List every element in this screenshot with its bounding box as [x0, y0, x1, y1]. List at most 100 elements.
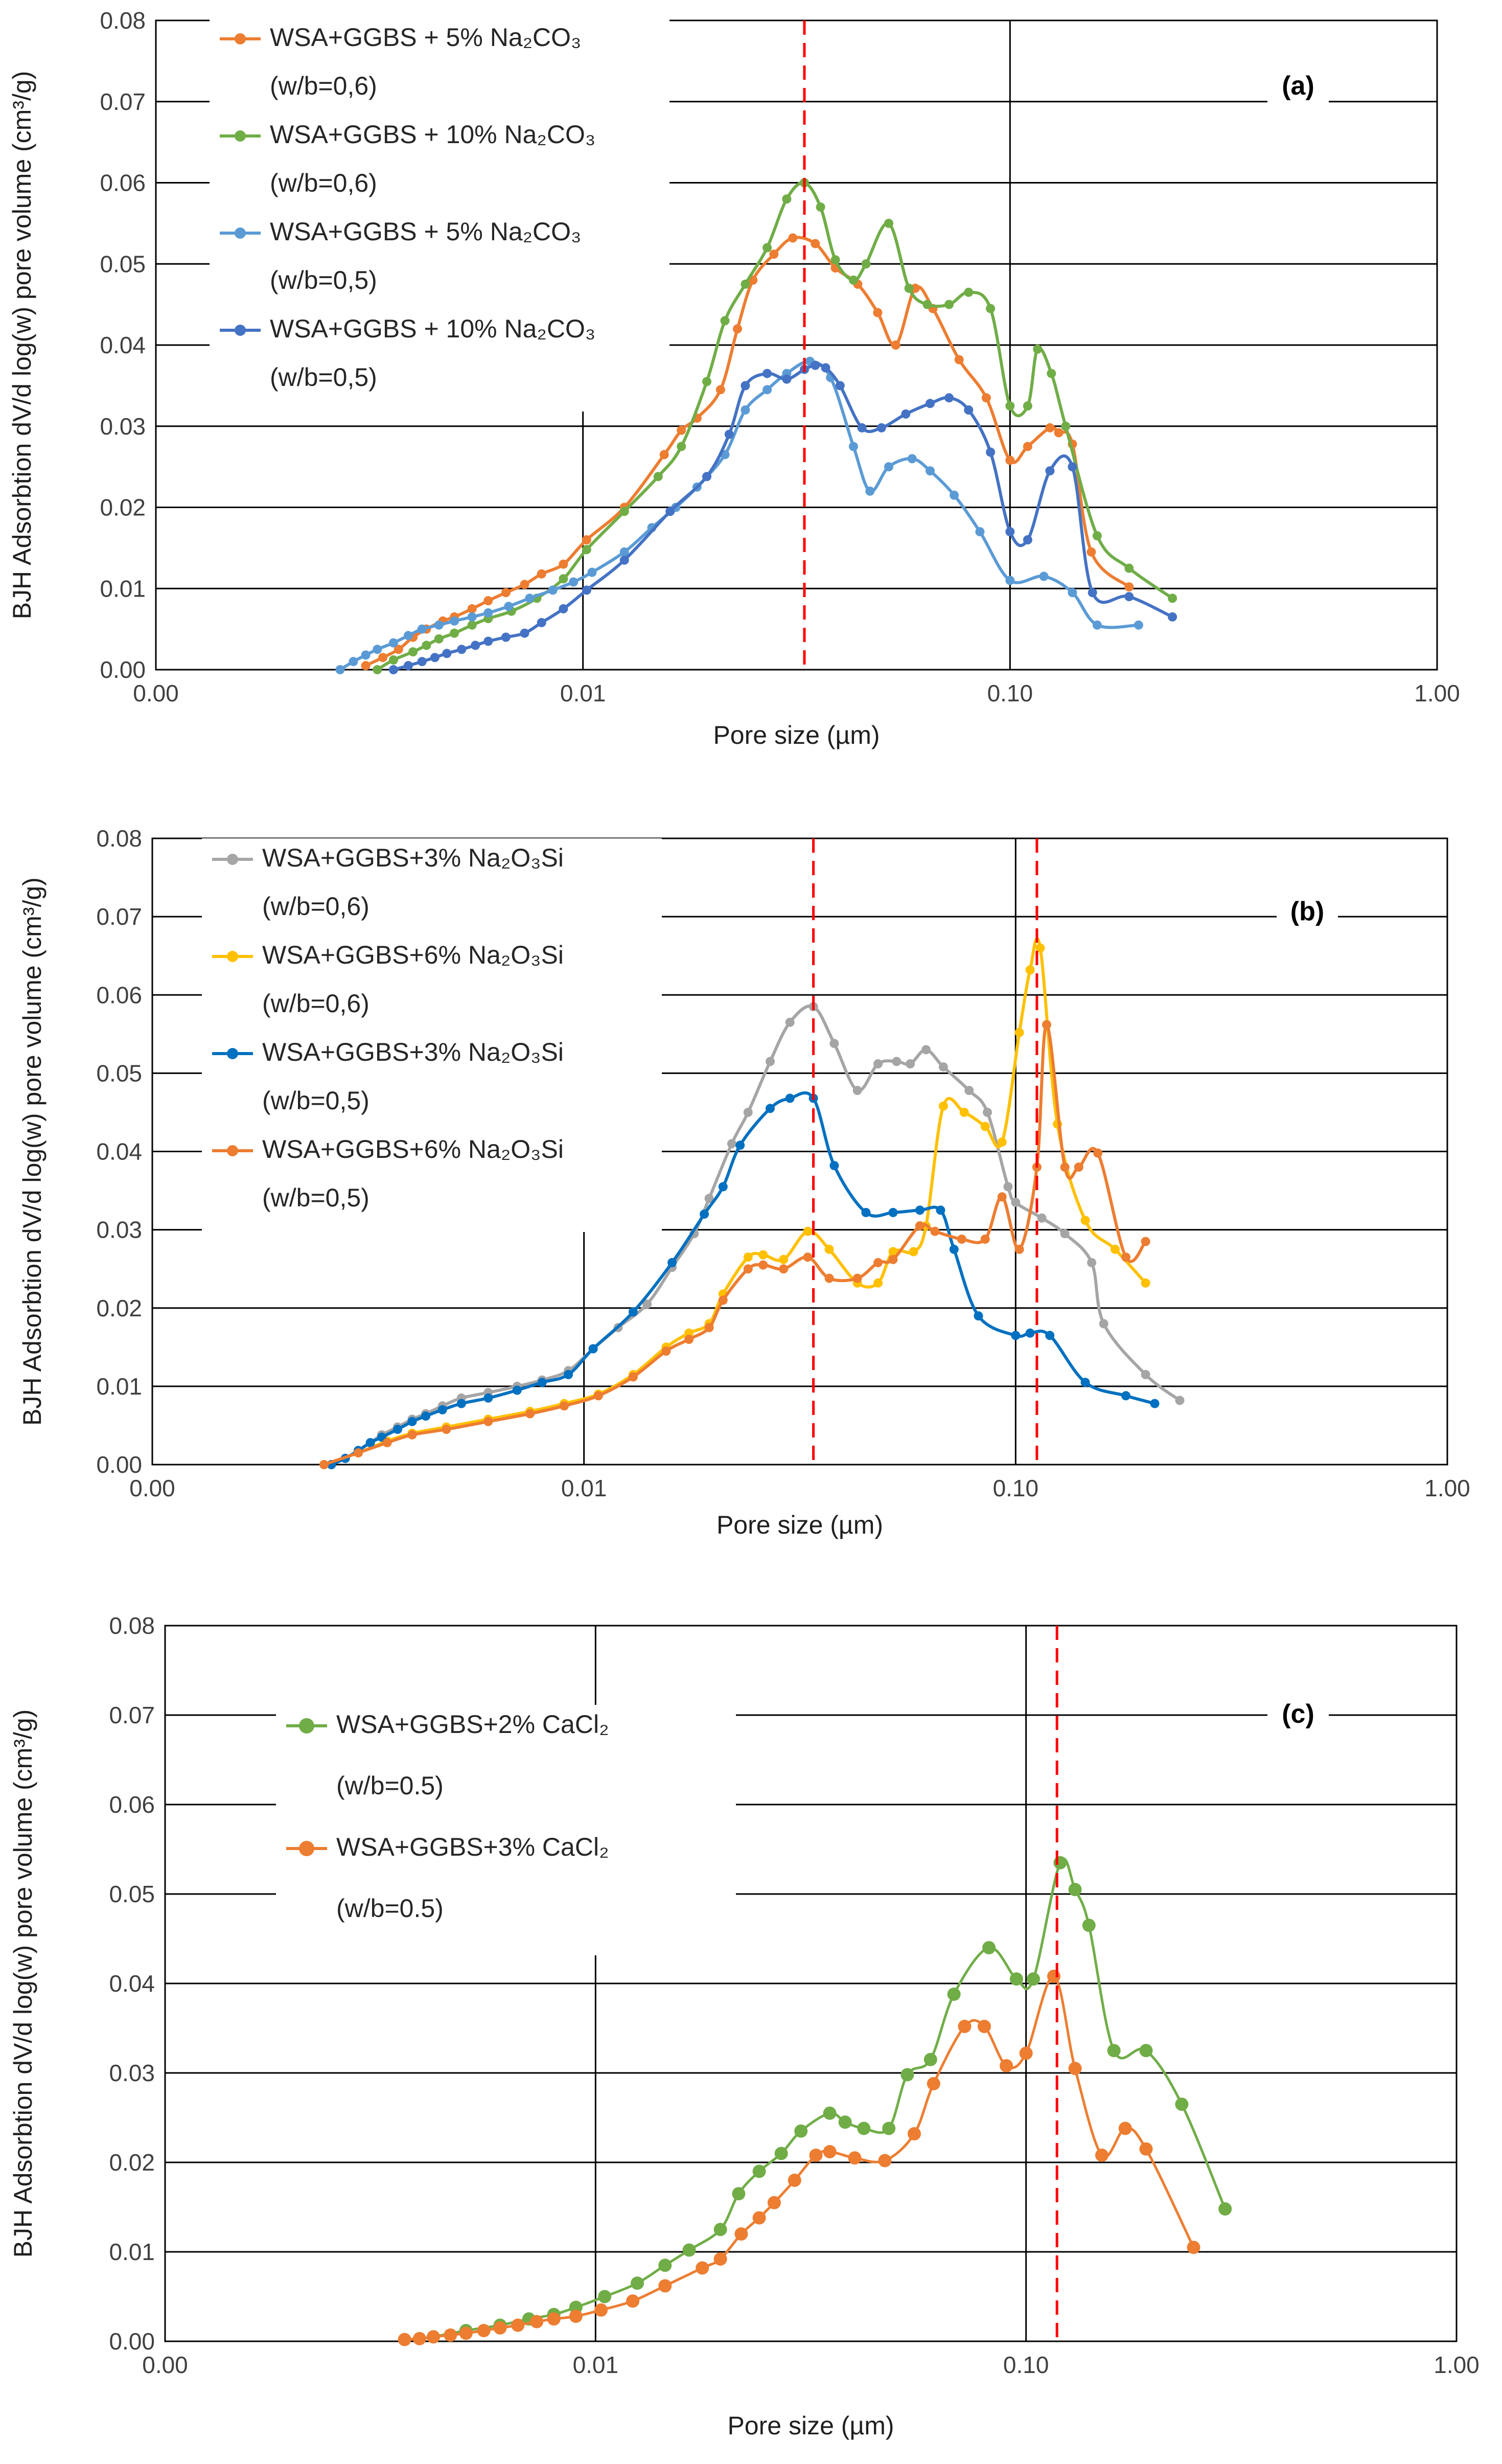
data-point: [421, 1411, 431, 1421]
data-point: [1068, 1883, 1082, 1897]
data-point: [1025, 965, 1035, 975]
y-tick-label: 0.06: [100, 170, 146, 196]
data-point: [677, 442, 686, 451]
legend-series-name: WSA+GGBS+3% Na₂O₃Si: [262, 843, 564, 872]
data-point: [631, 2276, 644, 2290]
data-point: [677, 425, 686, 435]
data-point: [884, 462, 893, 472]
data-point: [700, 1210, 709, 1219]
data-point: [403, 631, 413, 641]
x-axis-label: Pore size (µm): [713, 721, 880, 749]
legend-series-subname: (w/b=0,5): [262, 1183, 369, 1212]
data-point: [986, 447, 996, 457]
legend-series-name: WSA+GGBS + 5% Na₂CO₃: [270, 23, 581, 52]
legend-box: [210, 18, 669, 412]
data-point: [983, 1107, 992, 1117]
legend-series-name: WSA+GGBS+3% CaCl₂: [336, 1833, 609, 1861]
data-point: [779, 1254, 789, 1264]
data-point: [1139, 2142, 1153, 2156]
data-point: [865, 486, 875, 496]
data-point: [741, 279, 750, 289]
data-point: [1175, 1396, 1185, 1405]
data-point: [467, 612, 477, 622]
data-point: [704, 1323, 714, 1332]
data-point: [1068, 2062, 1082, 2075]
x-tick-label: 0.01: [573, 2352, 619, 2378]
y-tick-label: 0.07: [100, 88, 146, 115]
panel-tag: (c): [1282, 1699, 1314, 1729]
data-point: [537, 1378, 547, 1387]
data-point: [938, 1062, 948, 1072]
data-point: [560, 1401, 569, 1411]
legend-swatch-marker: [235, 227, 246, 239]
y-tick-label: 0.08: [100, 7, 146, 34]
data-point: [467, 620, 477, 630]
data-point: [762, 243, 772, 253]
data-point: [1053, 1856, 1067, 1869]
data-point: [824, 1273, 834, 1283]
data-point: [548, 585, 558, 595]
data-point: [782, 374, 792, 384]
data-point: [938, 1101, 948, 1111]
data-point: [437, 1405, 447, 1414]
data-point: [392, 1425, 402, 1434]
data-point: [997, 1137, 1007, 1147]
data-point: [684, 1335, 694, 1344]
y-tick-label: 0.00: [96, 1451, 142, 1478]
data-point: [908, 2127, 921, 2140]
data-point: [1141, 1278, 1150, 1288]
data-point: [483, 1417, 493, 1426]
data-point: [982, 1941, 996, 1954]
data-point: [587, 567, 597, 577]
data-point: [1111, 1244, 1120, 1254]
data-point: [1121, 1391, 1130, 1401]
data-point: [958, 2020, 972, 2033]
data-point: [702, 377, 711, 386]
y-tick-label: 0.04: [96, 1138, 142, 1165]
panel-tag-bg: [1267, 1695, 1329, 1733]
data-point: [910, 283, 920, 293]
data-point: [427, 2330, 440, 2344]
data-point: [501, 632, 511, 642]
data-point: [930, 1226, 940, 1236]
y-tick-label: 0.00: [100, 656, 146, 683]
data-point: [1095, 2149, 1108, 2162]
data-point: [483, 596, 493, 606]
data-point: [741, 381, 750, 391]
data-point: [1175, 2097, 1189, 2111]
data-point: [1082, 1919, 1096, 1932]
data-point: [752, 2211, 766, 2225]
data-point: [537, 618, 546, 627]
data-point: [769, 249, 779, 259]
data-point: [1087, 547, 1096, 557]
panel-a: 0.00 0.01 0.02 0.03 0.04 0.05 0.06 0.07 0.08 0.00…: [8, 7, 1460, 749]
data-point: [720, 316, 730, 326]
data-point: [559, 574, 568, 584]
data-point: [873, 1278, 883, 1288]
legend-swatch-marker: [299, 1841, 314, 1856]
data-point: [1139, 2044, 1153, 2058]
data-point: [403, 661, 413, 671]
data-point: [950, 490, 959, 500]
data-point: [803, 1226, 813, 1236]
data-point: [944, 300, 954, 309]
data-point: [457, 645, 467, 654]
legend-swatch-marker: [235, 325, 246, 336]
data-point: [852, 1086, 862, 1096]
data-point: [811, 239, 820, 248]
data-point: [493, 2321, 507, 2335]
data-point: [483, 608, 493, 618]
data-point: [1005, 455, 1015, 465]
data-point: [394, 645, 403, 654]
data-point: [483, 636, 493, 646]
data-point: [1009, 1972, 1023, 1986]
legend-box: [276, 1705, 736, 1955]
data-point: [442, 1425, 451, 1434]
data-point: [702, 472, 711, 482]
data-point: [904, 283, 914, 293]
data-point: [407, 1430, 417, 1440]
data-point: [878, 2154, 892, 2168]
y-tick-label: 0.01: [109, 2239, 155, 2265]
data-point: [619, 507, 629, 516]
data-point: [682, 2243, 696, 2257]
